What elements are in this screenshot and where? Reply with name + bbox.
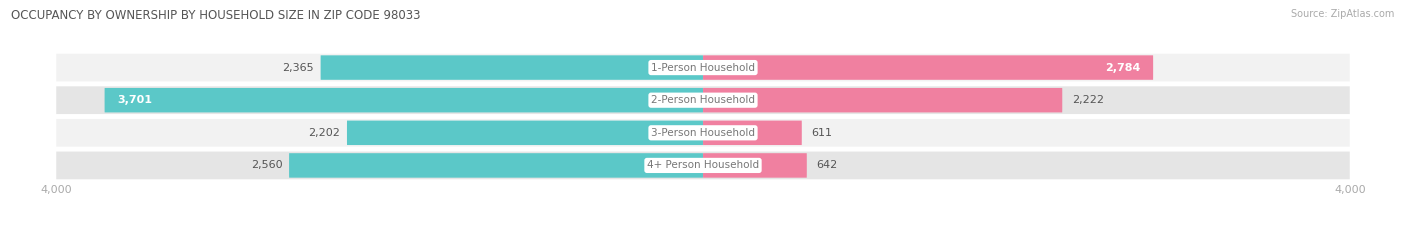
Text: Source: ZipAtlas.com: Source: ZipAtlas.com (1291, 9, 1395, 19)
Text: 2,365: 2,365 (283, 63, 314, 72)
Text: 4+ Person Household: 4+ Person Household (647, 161, 759, 170)
FancyBboxPatch shape (56, 54, 1350, 81)
FancyBboxPatch shape (703, 88, 1063, 113)
Text: 2,222: 2,222 (1071, 95, 1104, 105)
FancyBboxPatch shape (703, 55, 1153, 80)
FancyBboxPatch shape (56, 152, 1350, 179)
Text: 2,202: 2,202 (308, 128, 340, 138)
Text: 1-Person Household: 1-Person Household (651, 63, 755, 72)
FancyBboxPatch shape (703, 121, 801, 145)
Text: 2,784: 2,784 (1105, 63, 1140, 72)
Text: OCCUPANCY BY OWNERSHIP BY HOUSEHOLD SIZE IN ZIP CODE 98033: OCCUPANCY BY OWNERSHIP BY HOUSEHOLD SIZE… (11, 9, 420, 22)
FancyBboxPatch shape (104, 88, 703, 113)
Text: 642: 642 (817, 161, 838, 170)
Text: 2-Person Household: 2-Person Household (651, 95, 755, 105)
Text: 2,560: 2,560 (252, 161, 283, 170)
FancyBboxPatch shape (56, 86, 1350, 114)
Text: 3,701: 3,701 (118, 95, 152, 105)
FancyBboxPatch shape (347, 121, 703, 145)
Text: 3-Person Household: 3-Person Household (651, 128, 755, 138)
FancyBboxPatch shape (56, 119, 1350, 147)
Text: 611: 611 (811, 128, 832, 138)
FancyBboxPatch shape (703, 153, 807, 178)
FancyBboxPatch shape (321, 55, 703, 80)
FancyBboxPatch shape (290, 153, 703, 178)
